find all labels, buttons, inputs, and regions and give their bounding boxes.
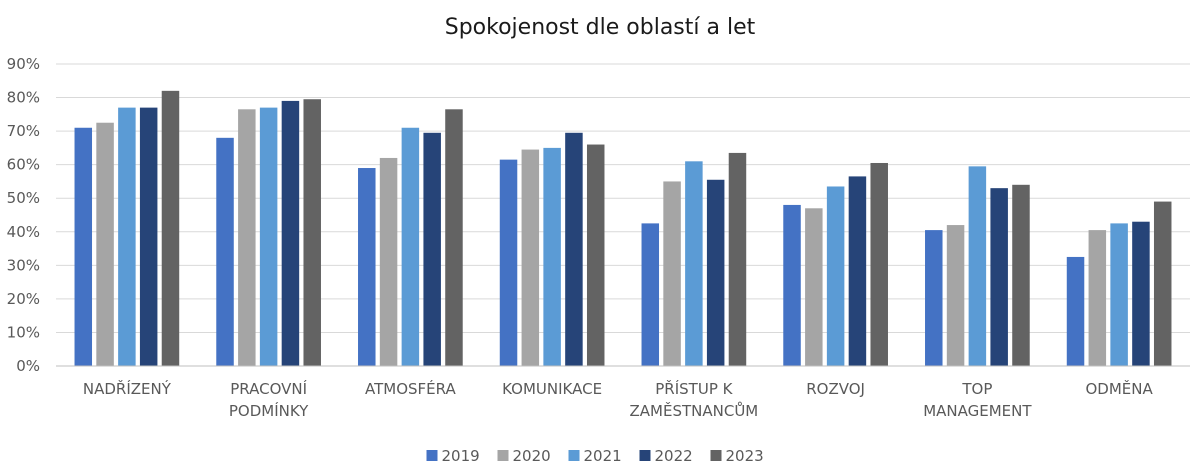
y-tick-label: 20% [7,290,40,308]
bar [1132,221,1150,366]
y-tick-label: 0% [16,357,40,375]
bar [161,90,180,366]
category-label: PODMÍNKY [229,401,309,420]
y-tick-label: 30% [7,256,40,274]
category-label: NADŘÍZENÝ [83,379,172,398]
bar [1012,184,1030,366]
bar [303,99,321,366]
category-labels: NADŘÍZENÝ PRACOVNÍ PODMÍNKY ATMOSFÉRA KOMUNI… [83,379,1154,420]
bar [259,107,278,366]
bar [543,147,561,366]
category-label: TOP [961,380,992,398]
category-label: KOMUNIKACE [502,380,602,398]
legend-swatch [426,450,438,461]
y-tick-label: 60% [7,156,40,174]
bar [521,149,540,366]
bar [685,161,703,366]
bar [74,127,93,366]
bar [870,162,888,366]
bar [238,109,256,367]
bar [401,127,420,366]
bar [118,107,136,366]
bar [663,181,681,366]
category-label: ROZVOJ [806,380,865,398]
bars [74,90,1172,367]
bar [499,159,518,366]
bar [1066,256,1085,366]
legend-label: 2019 [442,447,480,465]
legend-swatch [568,450,580,461]
legend-label: 2023 [726,447,764,465]
category-label: ATMOSFÉRA [365,379,456,398]
category-label: ODMĚNA [1085,379,1153,398]
legend-label: 2021 [584,447,622,465]
y-tick-label: 80% [7,89,40,107]
legend-label: 2020 [513,447,551,465]
bar [139,107,158,366]
chart-title: Spokojenost dle oblastí a let [445,15,756,40]
bar [586,144,605,366]
bar [1153,201,1172,366]
legend: 2019 2020 2021 2022 2023 [426,447,764,465]
legend-label: 2022 [655,447,693,465]
bar [216,137,234,366]
y-tick-label: 10% [7,323,40,341]
bar [358,168,376,366]
bar [946,225,965,366]
bar [968,166,987,366]
category-label: MANAGEMENT [923,402,1032,420]
bar [423,132,441,366]
bar [706,179,725,366]
y-tick-label: 50% [7,189,40,207]
bar [848,176,867,366]
legend-swatch [497,450,509,461]
bar [783,204,801,366]
y-axis-ticks: 0% 10% 20% 30% 40% 50% 60% 70% 80% 90% [7,55,40,375]
category-label: ZAMĚSTNANCŮM [630,401,759,420]
category-label: PRACOVNÍ [230,379,307,398]
category-label: PŘÍSTUP K [655,379,733,398]
bar [565,132,583,366]
y-tick-label: 90% [7,55,40,73]
bar [641,223,660,366]
y-tick-label: 70% [7,122,40,140]
bar [925,230,943,366]
bar [826,186,845,366]
legend-swatch [639,450,651,461]
bar [990,188,1008,366]
legend-swatch [710,450,722,461]
bar [445,109,463,367]
bar [805,208,823,366]
y-tick-label: 40% [7,223,40,241]
bar [379,157,398,366]
bar [728,152,747,366]
bar [281,100,300,367]
bar [1110,223,1128,366]
bar [96,122,114,366]
bar [1088,230,1107,366]
